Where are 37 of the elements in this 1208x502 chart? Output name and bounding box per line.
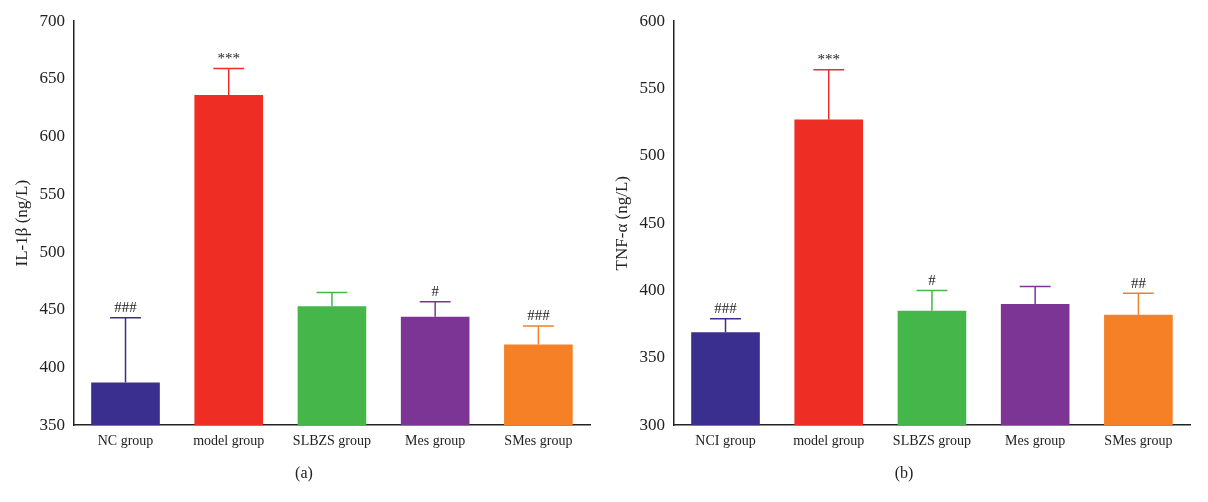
- text: (b): [894, 464, 914, 482]
- y-tick-label: 400: [639, 280, 665, 299]
- y-axis-title: IL-1β (ng/L): [11, 179, 31, 267]
- annotation: ***: [817, 51, 840, 68]
- y-tick-label: 450: [39, 299, 65, 319]
- y-tick-label: 500: [639, 145, 665, 165]
- x-tick-label: NCI group: [695, 433, 756, 449]
- y-tick-label: 350: [639, 347, 665, 367]
- annotation: ###: [714, 300, 738, 317]
- annotation: ###: [527, 307, 551, 324]
- annotation: #: [431, 283, 440, 300]
- y-tick-label: 600: [39, 126, 65, 146]
- y-tick-label: 600: [639, 10, 665, 30]
- y-tick-label: 650: [39, 68, 65, 88]
- x-tick-label: NC group: [97, 433, 154, 449]
- y-tick-label: 400: [39, 356, 65, 376]
- x-tick-label: model group: [193, 433, 265, 449]
- y-tick-label: 450: [639, 212, 665, 232]
- x-tick-label: SLBZS group: [892, 433, 972, 449]
- x-tick-label: SMes group: [1104, 433, 1173, 449]
- annotation: #: [928, 271, 937, 288]
- y-tick-label: 550: [639, 78, 665, 97]
- x-tick-label: SLBZS group: [292, 433, 372, 449]
- y-axis-title: TNF-α (ng/L): [611, 176, 631, 271]
- annotation: ***: [217, 49, 240, 66]
- x-tick-label: Mes group: [405, 433, 466, 449]
- y-tick-label: 700: [39, 10, 65, 30]
- x-tick-label: model group: [793, 433, 865, 449]
- annotation: ##: [1130, 274, 1147, 291]
- x-tick-label: SMes group: [504, 433, 573, 449]
- y-tick-label: 500: [39, 241, 65, 261]
- y-tick-label: 550: [39, 183, 65, 203]
- x-tick-label: Mes group: [1005, 433, 1066, 449]
- y-tick-label: 350: [39, 414, 65, 434]
- text: (a): [295, 464, 313, 482]
- y-tick-label: 300: [639, 414, 665, 434]
- annotation: ###: [114, 299, 138, 316]
